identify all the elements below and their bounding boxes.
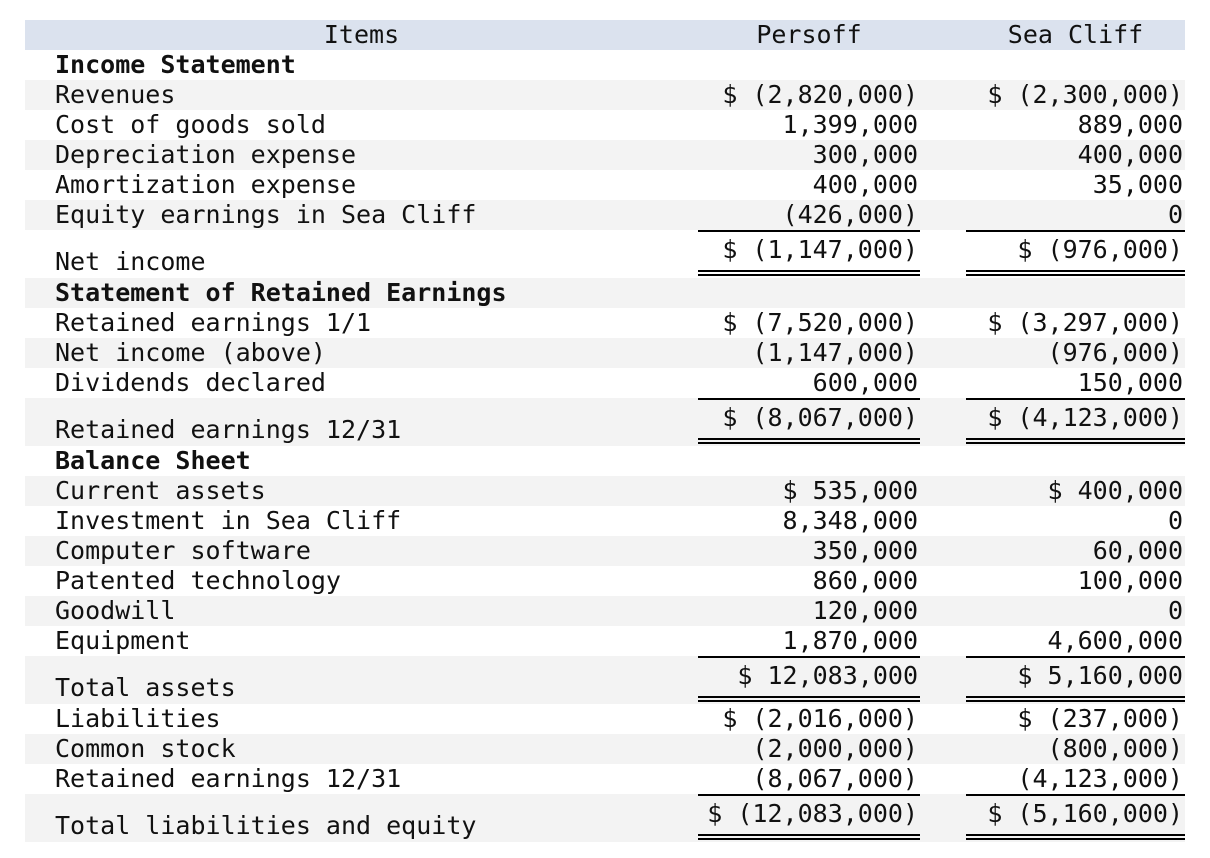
row-background [25, 80, 1185, 110]
total-value: $ (976,000) [966, 230, 1185, 276]
total-label: Retained earnings 12/31 [55, 415, 402, 444]
row-label: Equipment [55, 626, 191, 655]
total-value: $ 5,160,000 [966, 656, 1185, 702]
row-background [25, 338, 1185, 368]
row-value: 1,870,000 [782, 626, 918, 655]
row-label: Current assets [55, 476, 266, 505]
row-value: 35,000 [1092, 170, 1183, 199]
total-value: $ (1,147,000) [698, 230, 920, 276]
row-label: Retained earnings 12/31 [55, 764, 402, 793]
row-label: Depreciation expense [55, 140, 357, 169]
row-value: $ (237,000) [1017, 704, 1183, 733]
row-background [25, 596, 1185, 626]
row-value: 889,000 [1077, 110, 1183, 139]
section-title: Balance Sheet [55, 446, 251, 475]
row-label: Cost of goods sold [55, 110, 326, 139]
row-label: Retained earnings 1/1 [55, 308, 372, 337]
row-value: (976,000) [1047, 338, 1183, 367]
row-label: Liabilities [55, 704, 221, 733]
total-value: $ (4,123,000) [966, 398, 1185, 444]
row-value: 4,600,000 [1047, 626, 1183, 655]
total-label: Total assets [55, 673, 236, 702]
row-value: (4,123,000) [1017, 764, 1183, 793]
total-value: $ (12,083,000) [698, 794, 920, 840]
row-value: 350,000 [812, 536, 918, 565]
row-value: 400,000 [812, 170, 918, 199]
row-label: Patented technology [55, 566, 341, 595]
row-value: $ (2,820,000) [722, 80, 918, 109]
row-value: 300,000 [812, 140, 918, 169]
row-value: $ (3,297,000) [987, 308, 1183, 337]
row-value: 8,348,000 [782, 506, 918, 535]
row-label: Investment in Sea Cliff [55, 506, 402, 535]
total-value: $ (5,160,000) [966, 794, 1185, 840]
row-value: (8,067,000) [752, 764, 918, 793]
row-background [25, 476, 1185, 506]
row-value: $ (2,016,000) [722, 704, 918, 733]
row-background [25, 278, 1185, 308]
row-value: $ 400,000 [1047, 476, 1183, 505]
column-header: Items [323, 20, 400, 49]
row-value: 60,000 [1092, 536, 1183, 565]
row-label: Dividends declared [55, 368, 326, 397]
row-value: $ (7,520,000) [722, 308, 918, 337]
row-label: Equity earnings in Sea Cliff [55, 200, 477, 229]
total-label: Total liabilities and equity [55, 811, 477, 840]
row-label: Net income (above) [55, 338, 326, 367]
section-title: Statement of Retained Earnings [55, 278, 507, 307]
total-value: $ (8,067,000) [698, 398, 920, 444]
row-value: 0 [1167, 506, 1183, 535]
column-header: Sea Cliff [1007, 20, 1144, 49]
section-title: Income Statement [55, 50, 296, 79]
row-value: $ 535,000 [782, 476, 918, 505]
row-value: 1,399,000 [782, 110, 918, 139]
row-value: (800,000) [1047, 734, 1183, 763]
row-value: 400,000 [1077, 140, 1183, 169]
row-label: Common stock [55, 734, 236, 763]
row-value: 600,000 [812, 368, 918, 397]
row-background [25, 536, 1185, 566]
row-value: 120,000 [812, 596, 918, 625]
row-value: (426,000) [782, 200, 918, 229]
row-label: Goodwill [55, 596, 176, 625]
row-background [25, 140, 1185, 170]
row-value: 860,000 [812, 566, 918, 595]
row-background [25, 734, 1185, 764]
column-header: Persoff [756, 20, 862, 49]
row-value: 0 [1167, 200, 1183, 229]
row-value: 0 [1167, 596, 1183, 625]
row-background [25, 200, 1185, 230]
row-value: 100,000 [1077, 566, 1183, 595]
row-value: (2,000,000) [752, 734, 918, 763]
row-value: $ (2,300,000) [987, 80, 1183, 109]
total-label: Net income [55, 247, 206, 276]
row-background [25, 20, 1185, 50]
total-value: $ 12,083,000 [698, 656, 920, 702]
row-label: Revenues [55, 80, 176, 109]
row-value: (1,147,000) [752, 338, 918, 367]
row-label: Computer software [55, 536, 311, 565]
row-value: 150,000 [1077, 368, 1183, 397]
row-label: Amortization expense [55, 170, 357, 199]
